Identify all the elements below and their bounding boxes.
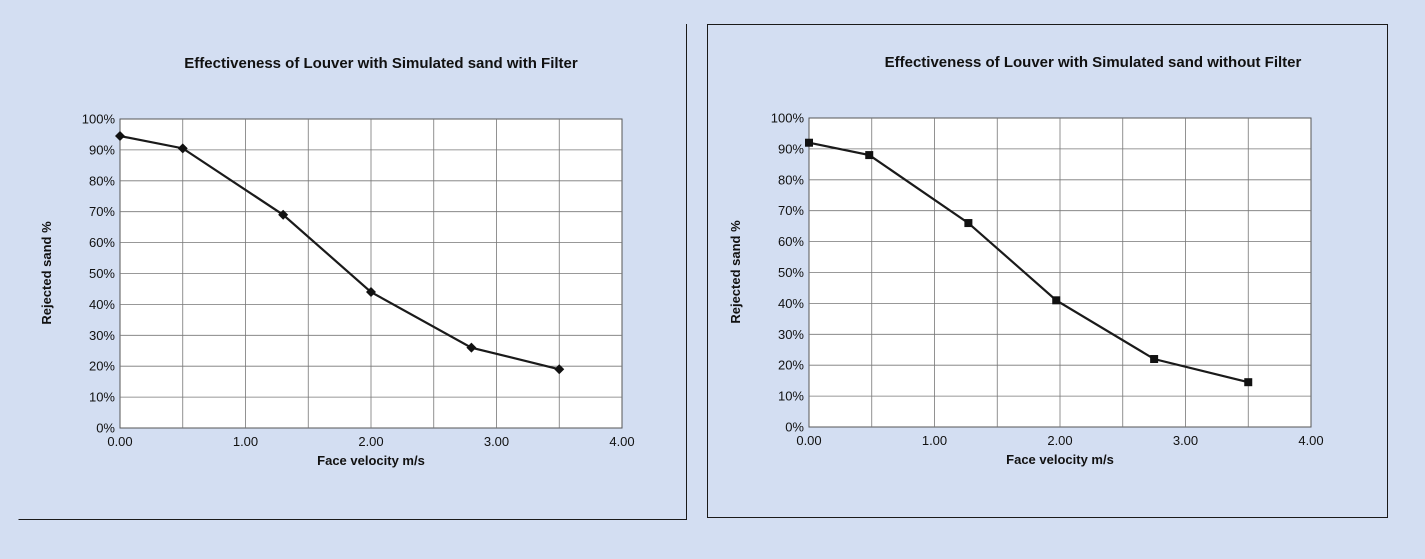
x-tick-label: 3.00 bbox=[1173, 433, 1198, 448]
y-tick-label: 90% bbox=[89, 142, 115, 157]
chart-panel-with-filter: Effectiveness of Louver with Simulated s… bbox=[18, 24, 687, 520]
data-point bbox=[964, 219, 973, 228]
data-point bbox=[115, 130, 125, 141]
y-tick-label: 10% bbox=[89, 390, 115, 405]
y-tick-label: 70% bbox=[778, 203, 804, 218]
y-tick-label: 60% bbox=[778, 234, 804, 249]
chart-panel-without-filter: Effectiveness of Louver with Simulated s… bbox=[707, 24, 1388, 518]
data-point bbox=[1244, 378, 1253, 387]
y-tick-label: 80% bbox=[778, 172, 804, 187]
x-tick-label: 3.00 bbox=[484, 434, 509, 449]
x-tick-label: 0.00 bbox=[796, 433, 821, 448]
x-tick-label: 1.00 bbox=[922, 433, 947, 448]
data-point bbox=[278, 209, 289, 220]
y-tick-label: 100% bbox=[771, 111, 805, 126]
y-tick-label: 10% bbox=[778, 389, 804, 404]
series-line bbox=[119, 134, 560, 371]
data-point bbox=[177, 143, 188, 154]
y-tick-label: 20% bbox=[89, 359, 115, 374]
chart-title: Effectiveness of Louver with Simulated s… bbox=[184, 55, 578, 72]
data-point bbox=[366, 287, 376, 298]
x-tick-label: 4.00 bbox=[1298, 433, 1323, 448]
data-point bbox=[466, 342, 477, 353]
x-tick-label: 2.00 bbox=[1047, 433, 1072, 448]
y-tick-label: 40% bbox=[778, 296, 804, 311]
y-tick-label: 30% bbox=[778, 327, 804, 342]
y-tick-label: 30% bbox=[89, 328, 115, 343]
data-point bbox=[554, 364, 565, 375]
chart-title: Effectiveness of Louver with Simulated s… bbox=[885, 54, 1302, 71]
y-axis-label: Rejected sand % bbox=[728, 220, 743, 324]
y-tick-label: 90% bbox=[778, 141, 804, 156]
chart-without-filter: Effectiveness of Louver with Simulated s… bbox=[728, 54, 1324, 467]
x-tick-label: 4.00 bbox=[609, 434, 634, 449]
y-tick-label: 20% bbox=[778, 358, 804, 373]
y-tick-label: 80% bbox=[89, 173, 115, 188]
y-tick-label: 50% bbox=[778, 265, 804, 280]
y-tick-label: 100% bbox=[82, 112, 116, 127]
y-tick-label: 70% bbox=[89, 204, 115, 219]
x-tick-label: 0.00 bbox=[107, 434, 132, 449]
x-axis-label: Face velocity m/s bbox=[317, 453, 425, 468]
x-tick-label: 2.00 bbox=[358, 434, 383, 449]
y-tick-label: 50% bbox=[89, 266, 115, 281]
y-tick-label: 40% bbox=[89, 297, 115, 312]
x-axis-label: Face velocity m/s bbox=[1006, 452, 1114, 467]
data-point bbox=[1052, 296, 1061, 305]
data-point bbox=[805, 138, 813, 147]
data-point bbox=[865, 151, 874, 160]
data-point bbox=[1150, 355, 1159, 364]
chart-with-filter: Effectiveness of Louver with Simulated s… bbox=[39, 55, 635, 468]
y-tick-label: 60% bbox=[89, 235, 115, 250]
series-line bbox=[808, 141, 1249, 384]
y-tick-label: 0% bbox=[785, 420, 804, 435]
x-tick-label: 1.00 bbox=[233, 434, 258, 449]
y-axis-label: Rejected sand % bbox=[39, 221, 54, 325]
y-tick-label: 0% bbox=[96, 421, 115, 436]
